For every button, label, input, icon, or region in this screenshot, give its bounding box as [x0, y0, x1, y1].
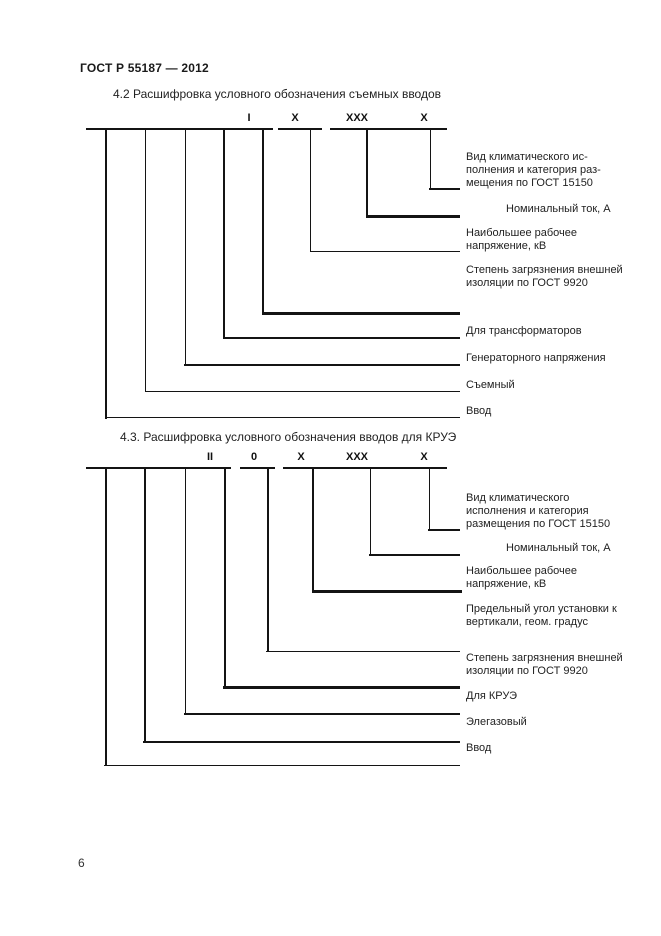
- diagram-label: Для трансформаторов: [466, 325, 651, 338]
- label-line: Генераторного напряжения: [466, 352, 606, 364]
- vertical-line: [262, 128, 264, 315]
- section-4-2-heading: 4.2 Расшифровка условного обозначения съ…: [113, 87, 442, 101]
- branch-line: [223, 337, 460, 339]
- branch-line: [262, 312, 460, 315]
- label-line: Элегазовый: [466, 716, 527, 728]
- vertical-line: [267, 467, 269, 652]
- branch-line: [104, 765, 460, 766]
- vertical-line: [105, 467, 107, 766]
- code-label: XXX: [345, 451, 368, 463]
- label-line: Номинальный ток, А: [506, 542, 611, 554]
- label-line: Наибольшее рабочее: [466, 227, 578, 239]
- diagram-label: Предельный угол установки к вертикали, г…: [466, 603, 651, 629]
- vertical-line: [223, 128, 225, 339]
- label-line: полнения и категория раз-: [466, 164, 601, 176]
- code-label: I: [247, 112, 251, 124]
- vertical-line: [310, 128, 311, 252]
- label-line: Ввод: [466, 405, 492, 417]
- label-line: Номинальный ток, А: [506, 203, 611, 215]
- branch-line: [145, 391, 460, 392]
- branch-line: [223, 686, 460, 689]
- label-line: изоляции по ГОСТ 9920: [466, 665, 588, 677]
- diagram-label: Номинальный ток, А: [506, 203, 661, 216]
- diagram-label: Ввод: [466, 405, 651, 418]
- label-line: Вид климатического ис-: [466, 151, 588, 163]
- branch-line: [105, 417, 460, 418]
- vertical-line: [366, 128, 368, 218]
- label-line: Наибольшее рабочее: [466, 565, 578, 577]
- section-4-3-heading: 4.3. Расшифровка условного обозначения в…: [120, 430, 457, 444]
- page-number: 6: [78, 856, 85, 870]
- branch-line: [429, 188, 460, 190]
- label-line: размещения по ГОСТ 15150: [466, 518, 611, 530]
- branch-line: [366, 215, 460, 218]
- branch-line: [266, 651, 460, 652]
- header-line-segment: [240, 467, 275, 469]
- label-line: изоляции по ГОСТ 9920: [466, 277, 588, 289]
- header-line-segment: [86, 467, 231, 469]
- code-label: XXX: [345, 112, 368, 124]
- code-label: X: [291, 112, 299, 124]
- diagram-label: Вид климатического ис- полнения и катего…: [466, 151, 651, 190]
- code-label: 0: [250, 451, 258, 463]
- document-title: ГОСТ Р 55187 — 2012: [80, 61, 209, 75]
- branch-line: [310, 251, 460, 252]
- vertical-line: [224, 467, 226, 689]
- vertical-line: [144, 467, 146, 743]
- diagram-label: Наибольшее рабочее напряжение, кВ: [466, 227, 651, 253]
- vertical-line: [185, 467, 186, 715]
- diagram-label: Ввод: [466, 742, 651, 755]
- label-line: вертикали, геом. градус: [466, 616, 588, 628]
- diagram-label: Съемный: [466, 379, 651, 392]
- label-line: Степень загрязнения внешней: [466, 264, 623, 276]
- label-line: напряжение, кВ: [466, 240, 547, 252]
- header-line-segment: [330, 128, 447, 130]
- vertical-line: [105, 128, 107, 419]
- label-line: Предельный угол установки к: [466, 603, 617, 615]
- diagram-label: Степень загрязнения внешней изоляции по …: [466, 652, 651, 678]
- code-label: X: [297, 451, 305, 463]
- vertical-line: [429, 467, 430, 531]
- code-label: X: [420, 112, 428, 124]
- label-line: Для трансформаторов: [466, 325, 582, 337]
- header-line-segment: [278, 128, 322, 130]
- header-line-segment: [283, 467, 447, 469]
- label-line: исполнения и категория: [466, 505, 589, 517]
- label-line: мещения по ГОСТ 15150: [466, 177, 593, 189]
- label-line: Степень загрязнения внешней: [466, 652, 623, 664]
- code-label: X: [420, 451, 428, 463]
- branch-line: [312, 590, 462, 593]
- label-line: Для КРУЭ: [466, 690, 518, 702]
- branch-line: [184, 713, 460, 715]
- vertical-line: [370, 467, 371, 556]
- branch-line: [143, 741, 460, 743]
- diagram-label: Элегазовый: [466, 716, 651, 729]
- diagram-label: Степень загрязнения внешней изоляции по …: [466, 264, 651, 290]
- diagram-label: Номинальный ток, А: [506, 542, 661, 555]
- diagram-label: Наибольшее рабочее напряжение, кВ: [466, 565, 651, 591]
- header-line-segment: [86, 128, 273, 130]
- vertical-line: [145, 128, 146, 392]
- diagram-label: Вид климатического исполнения и категори…: [466, 492, 651, 531]
- label-line: Вид климатического: [466, 492, 570, 504]
- code-label: II: [206, 451, 214, 463]
- label-line: Ввод: [466, 742, 492, 754]
- branch-line: [428, 529, 460, 531]
- diagram-label: Для КРУЭ: [466, 690, 651, 703]
- label-line: Съемный: [466, 379, 515, 391]
- vertical-line: [430, 128, 431, 190]
- branch-line: [369, 554, 460, 556]
- label-line: напряжение, кВ: [466, 578, 547, 590]
- vertical-line: [312, 467, 314, 593]
- diagram-label: Генераторного напряжения: [466, 352, 651, 365]
- vertical-line: [185, 128, 186, 366]
- branch-line: [184, 364, 460, 366]
